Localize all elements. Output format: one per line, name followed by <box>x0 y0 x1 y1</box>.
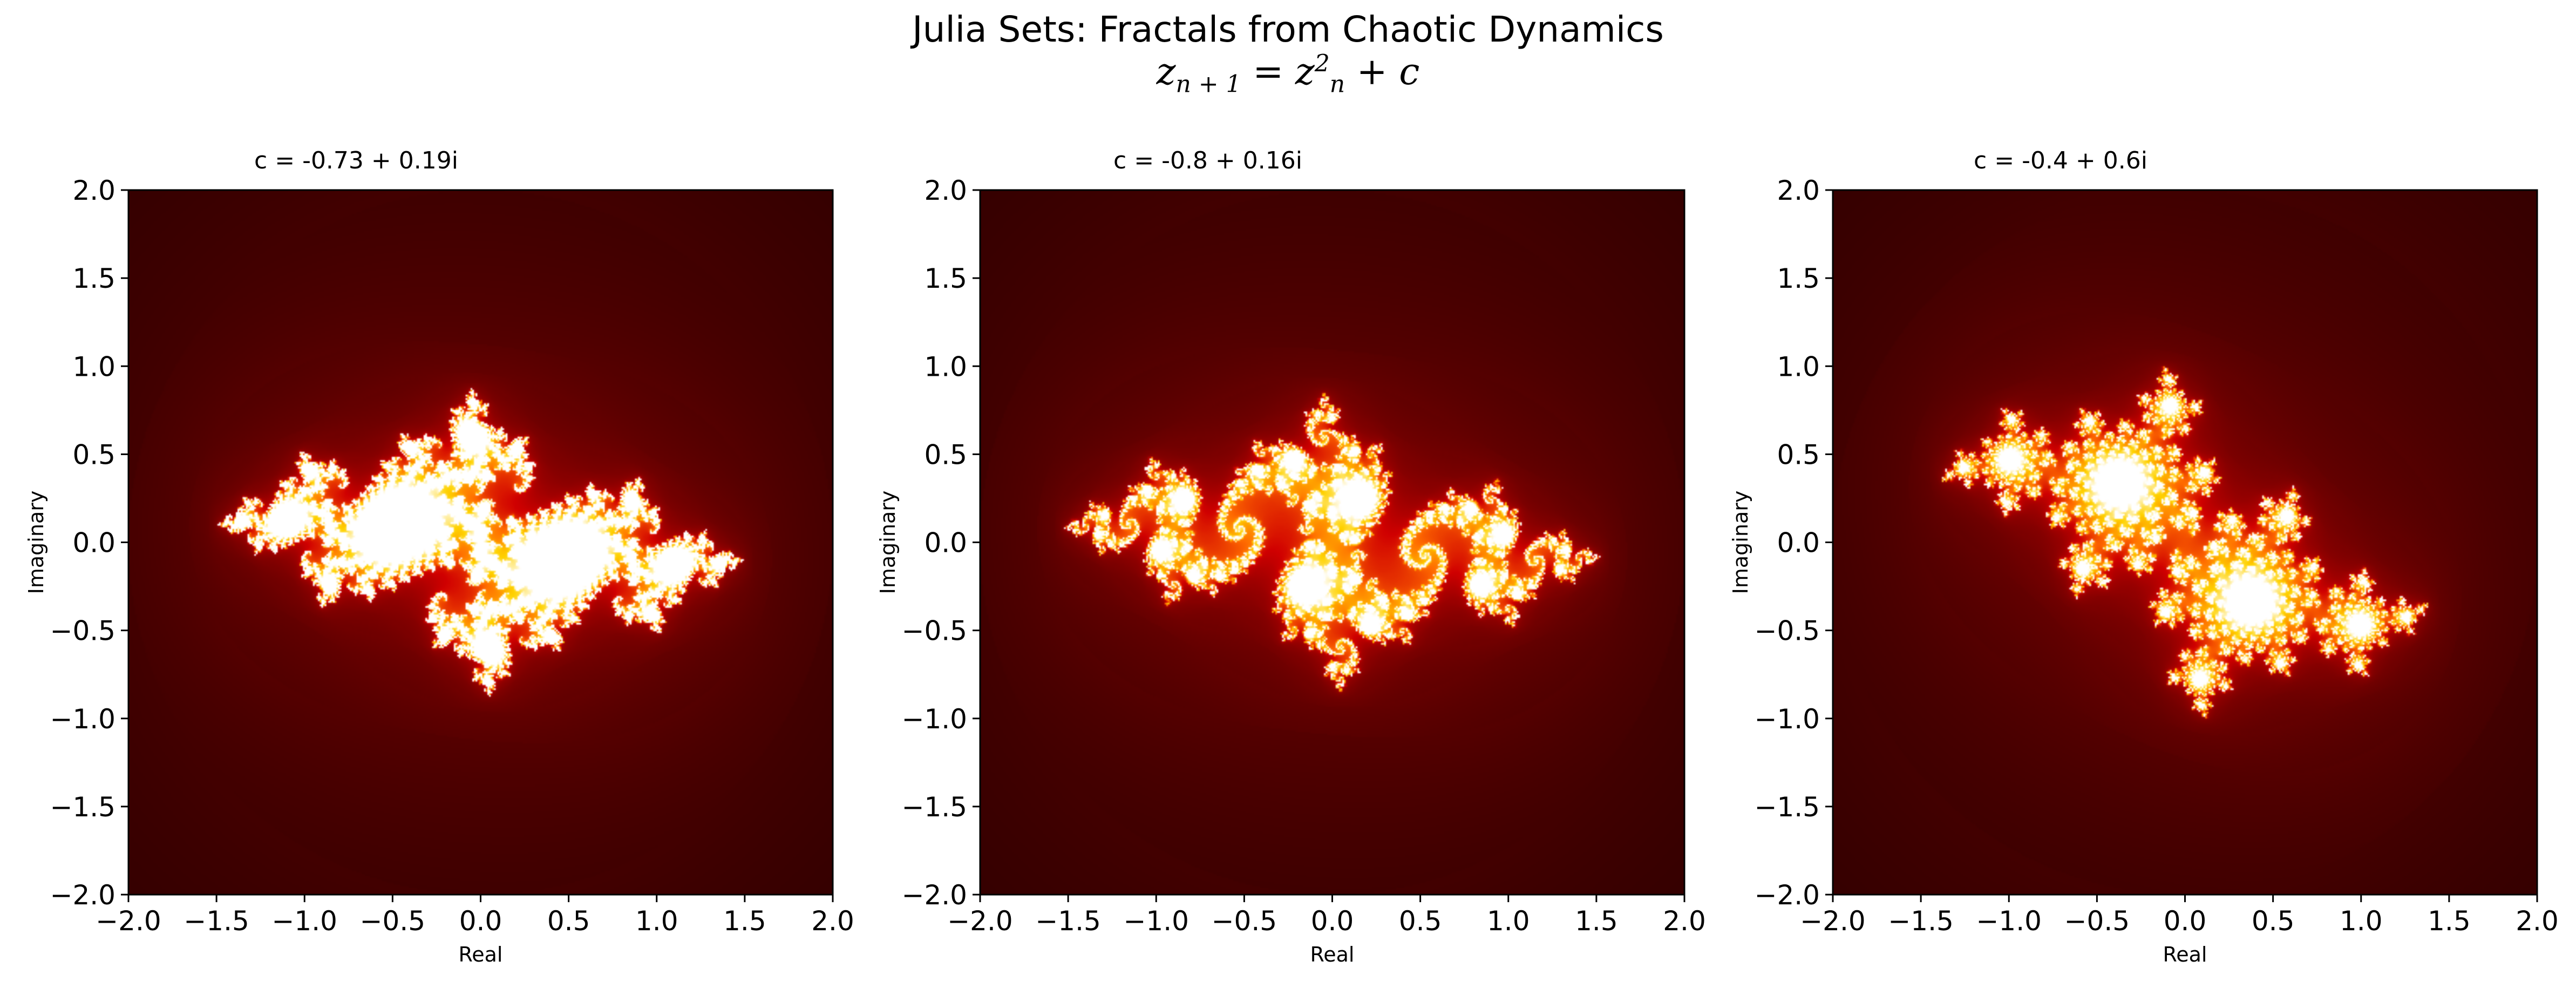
equation-constant: c <box>1399 51 1420 93</box>
y-tick-label: 1.0 <box>1777 351 1820 382</box>
y-tick-label: 0.0 <box>1777 527 1820 559</box>
x-tick-label: 1.5 <box>723 905 766 937</box>
y-tick-label: −2.0 <box>1755 879 1820 911</box>
x-tick-label: 0.0 <box>2164 905 2207 937</box>
x-tick-label: 2.0 <box>2516 905 2559 937</box>
panel-title: c = -0.4 + 0.6i <box>1974 147 2147 174</box>
panel-title: c = -0.8 + 0.16i <box>1113 147 1302 174</box>
y-tick-label: −0.5 <box>50 615 115 647</box>
x-tick-label: −2.0 <box>947 905 1012 937</box>
x-tick-label: 0.0 <box>459 905 502 937</box>
y-axis-label: Imaginary <box>876 491 900 594</box>
equation-rhs-subscript: n <box>1329 70 1345 98</box>
y-tick-label: 0.5 <box>1777 439 1820 470</box>
x-tick-label: 0.0 <box>1311 905 1354 937</box>
panel-title: c = -0.73 + 0.19i <box>254 147 458 174</box>
x-tick-label: −1.0 <box>1976 905 2042 937</box>
equation-lhs-var: z <box>1156 51 1176 93</box>
julia-set-heatmap <box>980 190 1684 895</box>
x-tick-label: 1.5 <box>1575 905 1618 937</box>
x-tick-label: 2.0 <box>811 905 854 937</box>
y-tick-label: 2.0 <box>1777 175 1820 206</box>
julia-panel-3: c = -0.4 + 0.6i −2.0 −1.5 −1.0 −0.5 0.0 0.5 1.… <box>1704 0 2559 981</box>
y-tick-label: −2.0 <box>50 879 115 911</box>
x-tick-label: −2.0 <box>1800 905 1865 937</box>
y-tick-label: −1.5 <box>50 791 115 823</box>
y-tick-label: −1.0 <box>1755 703 1820 735</box>
y-tick-label: 1.0 <box>924 351 967 382</box>
x-tick-label: 1.0 <box>1487 905 1530 937</box>
x-tick-label: −1.0 <box>1124 905 1189 937</box>
equation-equals: = <box>1241 51 1295 93</box>
y-tick-label: −0.5 <box>902 615 967 647</box>
y-tick-label: −1.0 <box>902 703 967 735</box>
iteration-equation: zn + 1 = z2n + c <box>0 51 2576 96</box>
y-tick-label: −1.0 <box>50 703 115 735</box>
x-tick-label: −1.5 <box>1888 905 1953 937</box>
y-axis-label: Imaginary <box>1729 491 1752 594</box>
x-tick-label: −0.5 <box>2064 905 2130 937</box>
x-axis-label: Real <box>459 943 503 966</box>
x-tick-label: 1.0 <box>635 905 678 937</box>
julia-plot: −2.0 −1.5 −1.0 −0.5 0.0 0.5 1.0 1.5 2.0 2.0 1.5 1.0… <box>24 175 854 966</box>
y-tick-label: −1.5 <box>902 791 967 823</box>
equation-rhs-exponent: 2 <box>1314 50 1330 78</box>
x-tick-label: 1.5 <box>2428 905 2471 937</box>
y-axis-label: Imaginary <box>24 491 48 594</box>
x-axis-label: Real <box>2163 943 2207 966</box>
y-tick-label: −1.5 <box>1755 791 1820 823</box>
equation-rhs-var: z <box>1295 51 1315 93</box>
x-axis-label: Real <box>1310 943 1355 966</box>
x-tick-label: 0.5 <box>547 905 590 937</box>
x-tick-label: 0.5 <box>2252 905 2295 937</box>
y-tick-label: 0.5 <box>924 439 967 470</box>
y-tick-label: 0.0 <box>924 527 967 559</box>
y-tick-label: 0.5 <box>72 439 115 470</box>
y-tick-label: 1.5 <box>1777 263 1820 294</box>
y-tick-label: 1.5 <box>924 263 967 294</box>
x-tick-label: −1.5 <box>183 905 249 937</box>
x-tick-label: −2.0 <box>96 905 161 937</box>
equation-lhs-subscript: n + 1 <box>1175 70 1241 98</box>
figure-title: Julia Sets: Fractals from Chaotic Dynami… <box>912 9 1664 50</box>
x-tick-label: 1.0 <box>2340 905 2383 937</box>
y-tick-label: 1.5 <box>72 263 115 294</box>
x-tick-label: −0.5 <box>360 905 425 937</box>
julia-panel-1: c = -0.73 + 0.19i −2.0 −1.5 −1.0 −0.5 0.0 0.5… <box>0 0 854 981</box>
x-tick-label: 0.5 <box>1399 905 1442 937</box>
y-tick-label: 0.0 <box>72 527 115 559</box>
julia-panel-2: c = -0.8 + 0.16i −2.0 −1.5 −1.0 −0.5 0.0 0.5 1… <box>852 0 1706 981</box>
y-tick-label: −0.5 <box>1755 615 1820 647</box>
y-tick-label: 2.0 <box>72 175 115 206</box>
julia-set-heatmap <box>128 190 833 895</box>
julia-plot: −2.0 −1.5 −1.0 −0.5 0.0 0.5 1.0 1.5 2.0 2.0 1.5 1.0… <box>876 175 1706 966</box>
x-tick-label: −0.5 <box>1212 905 1277 937</box>
y-tick-label: 2.0 <box>924 175 967 206</box>
x-tick-label: −1.5 <box>1035 905 1100 937</box>
x-tick-label: −1.0 <box>272 905 337 937</box>
y-tick-label: −2.0 <box>902 879 967 911</box>
y-tick-label: 1.0 <box>72 351 115 382</box>
equation-plus: + <box>1345 51 1399 93</box>
julia-set-heatmap <box>1833 190 2537 895</box>
julia-plot: −2.0 −1.5 −1.0 −0.5 0.0 0.5 1.0 1.5 2.0 2.0 1.5 1.0… <box>1729 175 2559 966</box>
x-tick-label: 2.0 <box>1663 905 1706 937</box>
